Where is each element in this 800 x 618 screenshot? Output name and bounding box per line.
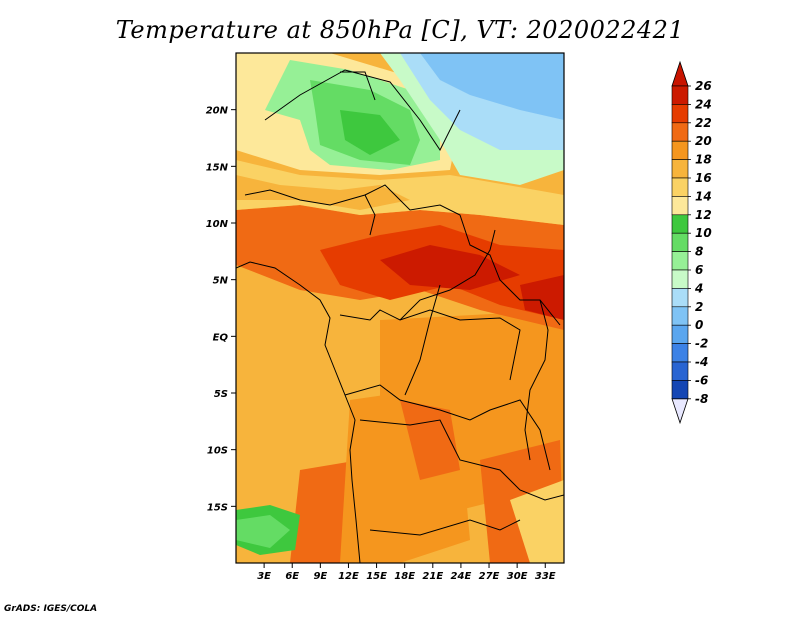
- colorbar-segment: [671, 380, 689, 400]
- colorbar-label: 16: [695, 171, 712, 185]
- colorbar-top-arrow: [671, 60, 689, 87]
- coastlines-borders: [236, 69, 564, 563]
- colorbar-label: 4: [694, 281, 703, 295]
- temperature-field: [236, 53, 564, 563]
- colorbar-segment: [671, 159, 689, 179]
- colorbar-segment: [671, 269, 689, 289]
- lon-tick-label: 30E: [507, 571, 528, 582]
- lat-tick-label: 5N: [213, 276, 229, 287]
- lon-tick-label: 12E: [338, 571, 359, 582]
- lon-tick-label: 18E: [394, 571, 415, 582]
- colorbar-label: 24: [695, 97, 712, 111]
- colorbar-segment: [671, 232, 689, 252]
- lon-tick-label: 15E: [366, 571, 387, 582]
- lat-tick-label: 10N: [206, 219, 229, 230]
- lon-tick-label: 33E: [535, 571, 556, 582]
- chart-title: Temperature at 850hPa [C], VT: 202002242…: [115, 16, 685, 44]
- colorbar-segment: [671, 306, 689, 326]
- lon-tick-label: 24E: [451, 571, 472, 582]
- lon-tick-label: 27E: [479, 571, 500, 582]
- colorbar-segment: [671, 361, 689, 381]
- colorbar-segment: [671, 214, 689, 234]
- colorbar-label: -8: [695, 392, 708, 406]
- colorbar-label: -2: [695, 337, 708, 351]
- colorbar-segment: [671, 324, 689, 344]
- colorbar-bottom-arrow: [671, 398, 689, 425]
- colorbar-segment: [671, 288, 689, 308]
- colorbar-label: 14: [695, 189, 712, 203]
- lon-axis: 3E 6E 9E 12E 15E 18E 21E 24E 27E 30E 33E: [257, 563, 556, 582]
- lon-tick-label: 9E: [313, 571, 327, 582]
- colorbar-label: 2: [695, 300, 703, 314]
- colorbar-segment: [671, 343, 689, 363]
- lat-axis: 20N 15N 10N 5N EQ 5S 10S 15S: [206, 106, 236, 513]
- lat-tick-label: 15N: [206, 162, 229, 173]
- colorbar-label: -4: [695, 355, 708, 369]
- lon-tick-label: 3E: [257, 571, 271, 582]
- lat-tick-label: EQ: [213, 332, 229, 343]
- colorbar-segment: [671, 85, 689, 105]
- colorbar-label: -6: [695, 373, 708, 387]
- lon-tick-label: 21E: [422, 571, 443, 582]
- lon-tick-label: 6E: [285, 571, 299, 582]
- colorbar-label: 20: [695, 134, 712, 148]
- lat-tick-label: 15S: [207, 502, 228, 513]
- colorbar-label: 0: [695, 318, 703, 332]
- colorbar-label: 22: [695, 116, 712, 130]
- colorbar-label: 26: [695, 79, 712, 93]
- colorbar-label: 6: [695, 263, 703, 277]
- colorbar-segment: [671, 177, 689, 197]
- lat-tick-label: 20N: [206, 106, 229, 117]
- colorbar-label: 8: [695, 245, 703, 259]
- lat-tick-label: 5S: [214, 389, 228, 400]
- grads-credit: GrADS: IGES/COLA: [4, 604, 98, 614]
- colorbar-label: 12: [695, 208, 712, 222]
- colorbar-label: 10: [695, 226, 712, 240]
- colorbar-segment: [671, 104, 689, 124]
- colorbar-segment: [671, 196, 689, 216]
- colorbar-segment: [671, 251, 689, 271]
- colorbar-segment: [671, 122, 689, 142]
- colorbar-segment: [671, 140, 689, 160]
- colorbar-label: 18: [695, 153, 712, 167]
- lat-tick-label: 10S: [207, 446, 228, 457]
- map-frame: [235, 52, 565, 564]
